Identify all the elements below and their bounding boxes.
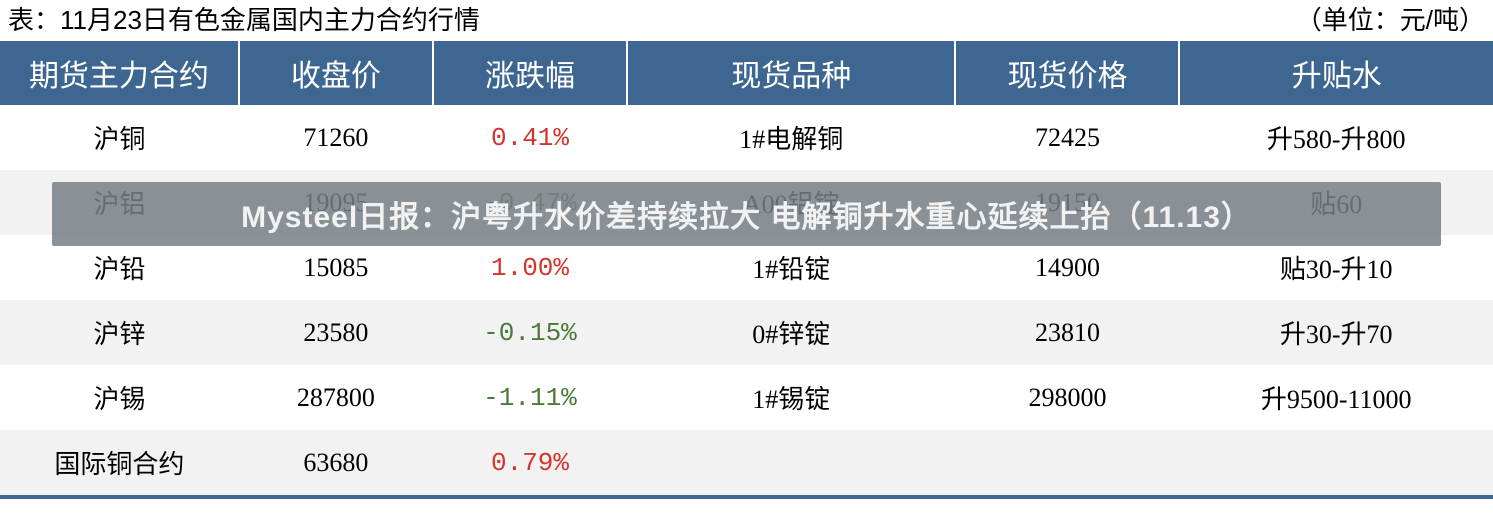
cell-pct: -1.11%	[433, 365, 627, 430]
cell-pct: 0.41%	[433, 105, 627, 170]
cell-close: 63680	[239, 430, 433, 495]
table-row: 沪锡287800-1.11%1#锡锭298000升9500-11000	[0, 365, 1493, 430]
table-row: 沪锌23580-0.15%0#锌锭23810升30-升70	[0, 300, 1493, 365]
metals-table: 期货主力合约 收盘价 涨跌幅 现货品种 现货价格 升贴水 沪铜712600.41…	[0, 41, 1493, 495]
cell-close: 71260	[239, 105, 433, 170]
cell-spot: 1#电解铜	[627, 105, 955, 170]
col-header-contract: 期货主力合约	[0, 41, 239, 105]
cell-premium: 升9500-11000	[1179, 365, 1493, 430]
table-caption-row: 表：11月23日有色金属国内主力合约行情 （单位：元/吨）	[0, 0, 1493, 41]
table-header-row: 期货主力合约 收盘价 涨跌幅 现货品种 现货价格 升贴水	[0, 41, 1493, 105]
watermark-overlay: Mysteel日报：沪粤升水价差持续拉大 电解铜升水重心延续上抬（11.13）	[52, 182, 1441, 246]
col-header-pct: 涨跌幅	[433, 41, 627, 105]
cell-spot-price	[955, 430, 1179, 495]
cell-pct: 0.79%	[433, 430, 627, 495]
col-header-spot: 现货品种	[627, 41, 955, 105]
col-header-close: 收盘价	[239, 41, 433, 105]
watermark-text: Mysteel日报：沪粤升水价差持续拉大 电解铜升水重心延续上抬（11.13）	[241, 201, 1252, 234]
cell-spot-price: 72425	[955, 105, 1179, 170]
cell-premium: 升580-升800	[1179, 105, 1493, 170]
table-bottom-border	[0, 495, 1493, 499]
cell-close: 23580	[239, 300, 433, 365]
table-title: 表：11月23日有色金属国内主力合约行情	[8, 0, 480, 37]
table-row: 国际铜合约636800.79%	[0, 430, 1493, 495]
cell-spot: 1#锡锭	[627, 365, 955, 430]
cell-contract: 沪锌	[0, 300, 239, 365]
col-header-premium: 升贴水	[1179, 41, 1493, 105]
table-body: 沪铜712600.41%1#电解铜72425升580-升800沪铝19095-0…	[0, 105, 1493, 495]
table-row: 沪铜712600.41%1#电解铜72425升580-升800	[0, 105, 1493, 170]
cell-spot-price: 298000	[955, 365, 1179, 430]
col-header-spot-price: 现货价格	[955, 41, 1179, 105]
table-unit: （单位：元/吨）	[1296, 0, 1485, 37]
cell-premium	[1179, 430, 1493, 495]
table-figure: { "header": { "title_left": "表：11月23日有色金…	[0, 0, 1493, 499]
cell-spot	[627, 430, 955, 495]
cell-contract: 沪锡	[0, 365, 239, 430]
cell-premium: 升30-升70	[1179, 300, 1493, 365]
cell-contract: 沪铜	[0, 105, 239, 170]
cell-spot: 0#锌锭	[627, 300, 955, 365]
cell-spot-price: 23810	[955, 300, 1179, 365]
cell-pct: -0.15%	[433, 300, 627, 365]
cell-contract: 国际铜合约	[0, 430, 239, 495]
cell-close: 287800	[239, 365, 433, 430]
